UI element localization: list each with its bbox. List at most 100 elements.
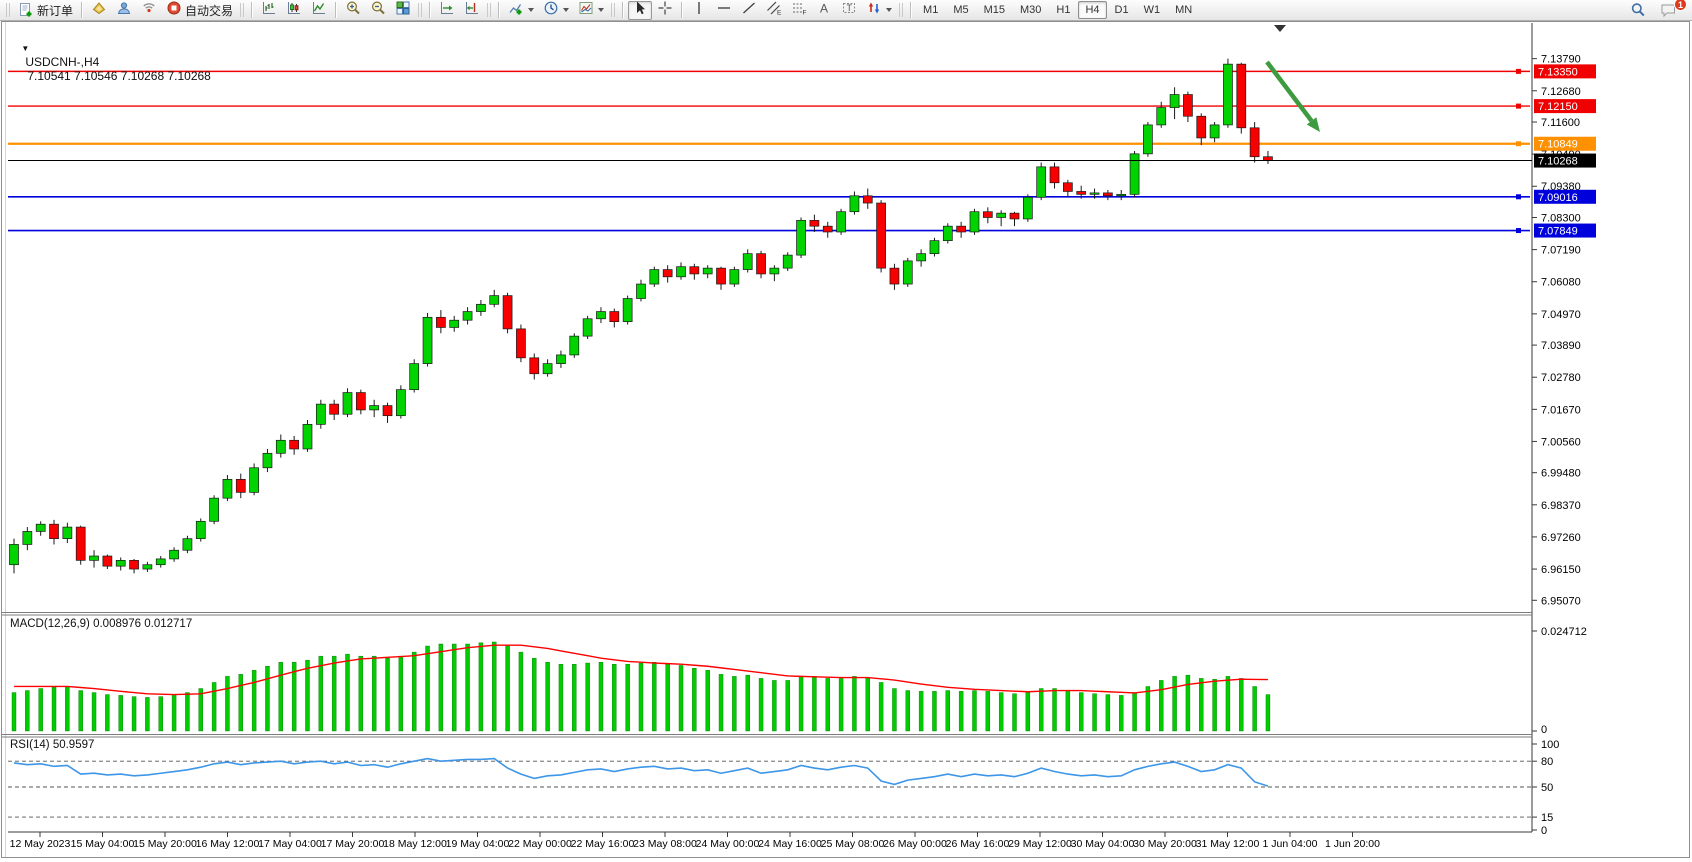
timeframe-m15[interactable]: M15 bbox=[983, 4, 1005, 16]
candle-bear bbox=[1063, 182, 1073, 192]
dropdown-caret bbox=[563, 8, 570, 12]
level-price-tag[interactable] bbox=[1534, 64, 1596, 79]
macd-histogram-bar bbox=[278, 662, 283, 732]
tile-windows-button[interactable] bbox=[391, 1, 415, 20]
auto-scroll-button[interactable] bbox=[435, 1, 459, 20]
candle-bear bbox=[809, 220, 820, 227]
zoom-in-button[interactable] bbox=[341, 0, 365, 21]
macd-histogram-bar bbox=[65, 686, 70, 732]
text-button[interactable]: A bbox=[812, 1, 836, 20]
level-price-tag[interactable] bbox=[1534, 189, 1596, 204]
timeframe-h4[interactable]: H4 bbox=[1078, 1, 1107, 19]
bar-chart-button[interactable] bbox=[257, 1, 281, 20]
macd-histogram-bar bbox=[331, 655, 337, 732]
level-price-tag[interactable] bbox=[1534, 223, 1596, 238]
candle-bear bbox=[102, 555, 113, 567]
timeframe-d1[interactable]: D1 bbox=[1114, 4, 1129, 16]
chat-button[interactable]: 1 bbox=[1656, 0, 1687, 20]
candle-bull bbox=[462, 311, 473, 321]
time-tick-label: 15 May 20:00 bbox=[133, 838, 197, 850]
auto-trading-button[interactable]: 自动交易 bbox=[162, 1, 237, 20]
zoom-in-icon bbox=[345, 0, 361, 21]
toolbar-grip[interactable] bbox=[6, 3, 11, 17]
zoom-out-button[interactable] bbox=[366, 0, 390, 20]
rsi-label: RSI(14) 50.9597 bbox=[10, 739, 95, 751]
rsi-scale-label: 100 bbox=[1541, 739, 1559, 751]
level-line-handle[interactable] bbox=[1516, 103, 1521, 109]
text-label-button[interactable]: T bbox=[837, 1, 861, 20]
annotation-arrow-head[interactable] bbox=[1306, 117, 1320, 132]
search-button[interactable] bbox=[1626, 1, 1650, 20]
time-tick-label: 12 May 2023 bbox=[10, 838, 71, 850]
macd-histogram-bar bbox=[1212, 679, 1217, 732]
macd-histogram-bar bbox=[1065, 690, 1071, 732]
macd-histogram-bar bbox=[838, 678, 844, 732]
level-price-tag[interactable] bbox=[1534, 136, 1596, 151]
symbol-dropdown-icon[interactable]: ▼ bbox=[21, 44, 30, 53]
rsi-scale-label: 50 bbox=[1541, 782, 1553, 794]
level-line-handle[interactable] bbox=[1516, 141, 1521, 147]
rsi-scale-label: 15 bbox=[1541, 812, 1553, 824]
chart-shift-button[interactable] bbox=[460, 1, 484, 20]
toolbar-grip[interactable] bbox=[899, 3, 905, 17]
community-button[interactable] bbox=[112, 1, 136, 20]
macd-histogram-bar bbox=[1078, 692, 1084, 732]
macd-histogram-bar bbox=[171, 694, 177, 732]
crosshair-button[interactable] bbox=[653, 1, 677, 20]
chart-window: 7.137907.126807.116007.104907.093807.083… bbox=[0, 21, 1692, 862]
toolbar-grip[interactable] bbox=[240, 3, 246, 17]
toolbar-grip[interactable] bbox=[487, 3, 493, 17]
cursor-button[interactable] bbox=[628, 0, 653, 20]
candle-bear bbox=[129, 560, 139, 570]
channel-button[interactable]: E bbox=[762, 1, 786, 20]
timeframe-mn[interactable]: MN bbox=[1175, 4, 1193, 16]
level-line-handle[interactable] bbox=[1516, 68, 1521, 74]
macd-scale-label: 0 bbox=[1541, 724, 1547, 736]
timeframe-m5[interactable]: M5 bbox=[953, 4, 969, 16]
candle-chart-button[interactable] bbox=[282, 1, 306, 20]
macd-histogram-bar bbox=[1038, 688, 1044, 732]
horizontal-line-button[interactable] bbox=[712, 1, 736, 20]
candle-bull bbox=[315, 403, 326, 425]
level-line-handle[interactable] bbox=[1516, 194, 1521, 200]
timeframe-m1[interactable]: M1 bbox=[923, 4, 939, 16]
macd-histogram-bar bbox=[732, 676, 737, 732]
toolbar-grip[interactable] bbox=[418, 3, 424, 17]
macd-histogram-bar bbox=[305, 659, 310, 732]
signals-button[interactable] bbox=[137, 1, 161, 20]
vertical-line-button[interactable] bbox=[687, 1, 711, 20]
fibonacci-button[interactable]: F bbox=[787, 1, 811, 20]
candle-bull bbox=[542, 363, 553, 375]
periods-button[interactable] bbox=[539, 1, 573, 20]
rsi-scale-label: 80 bbox=[1541, 756, 1553, 768]
time-tick-label: 1 Jun 20:00 bbox=[1325, 838, 1380, 850]
annotation-arrow-line[interactable] bbox=[1265, 60, 1314, 123]
toolbar-grip[interactable] bbox=[611, 3, 617, 17]
candle-bull bbox=[1143, 124, 1153, 155]
macd-histogram-bar bbox=[371, 655, 377, 732]
new-order-button[interactable]: 新订单 bbox=[14, 1, 77, 20]
timeframe-w1[interactable]: W1 bbox=[1143, 4, 1161, 16]
macd-histogram-bar bbox=[558, 664, 564, 732]
indicators-button[interactable] bbox=[504, 1, 538, 20]
candle-bear bbox=[956, 225, 966, 233]
price-tick-label: 7.07190 bbox=[1541, 245, 1581, 257]
macd-histogram-bar bbox=[1092, 693, 1097, 732]
candle-bull bbox=[1129, 153, 1140, 195]
macd-histogram-bar bbox=[1185, 674, 1191, 732]
line-chart-button[interactable] bbox=[307, 1, 331, 20]
timeframe-m30[interactable]: M30 bbox=[1020, 4, 1042, 16]
timeframe-h1[interactable]: H1 bbox=[1056, 4, 1071, 16]
macd-histogram-bar bbox=[118, 695, 123, 732]
level-price-tag[interactable] bbox=[1534, 99, 1596, 114]
arrows-button[interactable] bbox=[862, 1, 896, 20]
metaeditor-button[interactable] bbox=[87, 1, 111, 20]
macd-histogram-bar bbox=[585, 662, 590, 732]
macd-histogram-bar bbox=[1265, 694, 1271, 732]
trendline-button[interactable] bbox=[737, 1, 761, 20]
dropdown-caret bbox=[598, 8, 605, 12]
level-line-handle[interactable] bbox=[1516, 228, 1521, 234]
candle-bear bbox=[876, 202, 886, 269]
templates-button[interactable] bbox=[574, 1, 608, 20]
chart-shift-marker-icon[interactable] bbox=[1274, 25, 1286, 32]
